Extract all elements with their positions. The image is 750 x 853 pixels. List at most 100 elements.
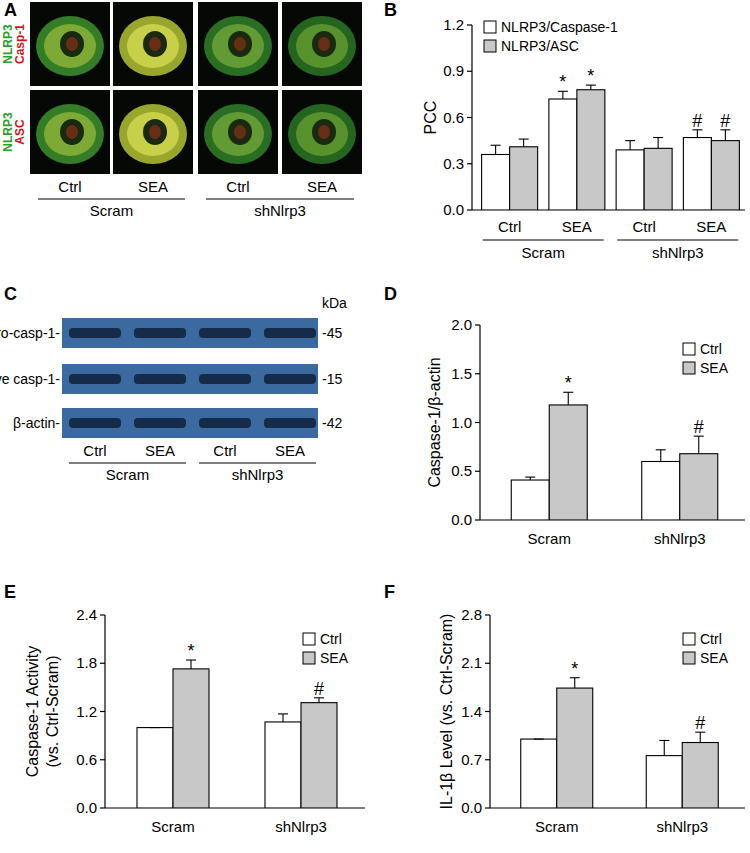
y-tick-label: 0.3 [443,155,464,172]
row-label: Active casp-1- [0,371,60,387]
y-tick [100,807,105,808]
group-label: Scram [106,466,149,483]
group-label: shNlrp3 [652,244,704,261]
x-tick-label: Ctrl [632,218,655,235]
error-bar [534,739,544,740]
y-label: Caspase-1 Activity [24,646,41,778]
cytoplasm [212,24,264,68]
cytoplasm [44,112,96,156]
error-bar [150,727,160,728]
cell [36,16,104,76]
image-bg [113,2,193,86]
micrograph [113,2,193,86]
annotation: # [694,417,704,437]
blot-strip [62,318,318,348]
nucleus-signal [149,37,161,51]
unit-label: kDa [322,295,347,311]
annotation: * [587,66,594,86]
annotation: * [187,641,194,661]
column-label: SEA [138,178,168,195]
y-tick-label: 1.4 [461,703,482,720]
cytoplasm [127,24,179,68]
micrograph [30,2,110,86]
bar [711,141,739,210]
nucleus-signal [318,125,330,139]
y-tick [100,614,105,615]
panel-letter: F [384,582,395,602]
error-bar [558,91,568,99]
annotation: * [559,72,566,92]
nucleus [60,31,84,57]
x-tick-label: Scram [535,818,578,835]
legend-swatch [303,633,315,645]
group-label: shNlrp3 [254,202,306,219]
y-tick-label: 1.5 [451,365,472,382]
error-bar [525,477,535,480]
bars [137,660,337,808]
row-label: ASC [13,119,27,145]
y-tick [467,163,472,164]
image-bg [30,2,110,86]
cell [288,104,356,164]
lane-label: SEA [145,442,175,459]
y-tick [467,117,472,118]
image-bg [198,2,278,86]
x-tick-label: Scram [151,818,194,835]
group-line [38,198,185,199]
group-line [69,462,186,463]
bar [549,405,587,520]
annotation: * [571,659,578,679]
y-tick [475,519,480,520]
panel-letter: A [4,0,17,20]
legend-swatch [484,21,496,33]
error-bar [491,145,501,154]
y-tick [100,711,105,712]
group-label: Scram [522,244,565,261]
y-tick [485,711,490,712]
bar [646,756,682,808]
group-line [206,198,354,199]
y-tick-label: 1.2 [76,703,97,720]
bars [511,392,718,520]
y-tick-label: 0.6 [76,751,97,768]
nucleus [143,119,167,145]
nucleus-signal [149,125,161,139]
bar [680,454,718,520]
image-bg [282,90,362,174]
y-tick-label: 2.8 [461,606,482,623]
y-tick [475,373,480,374]
blot-band [199,374,251,384]
bars [482,85,740,210]
error-bar [653,138,663,149]
x-tick-label: SEA [562,218,592,235]
micrograph [198,2,278,86]
nucleus-signal [234,37,246,51]
blot-band [264,328,316,338]
row-label: β-actin- [13,415,60,431]
error-bar [720,130,730,141]
blot-band [134,418,186,428]
error-bar [278,714,288,722]
y-tick [485,614,490,615]
blot-band [264,374,316,384]
bar [510,147,538,210]
y-tick-label: 0.0 [461,799,482,816]
nucleus [312,119,336,145]
y-tick-label: 2.4 [76,606,97,623]
legend-label: SEA [320,650,349,666]
y-tick [475,471,480,472]
annotation: # [692,111,702,131]
error-bar [563,392,573,405]
y-tick-label: 0.9 [443,62,464,79]
image-bg [30,90,110,174]
annotation: # [695,713,705,733]
y-tick [467,71,472,72]
cell [119,104,187,164]
row-label: Pro-casp-1- [0,325,60,341]
micrograph [30,90,110,174]
size-label: -42 [322,415,342,431]
blot-band [264,418,316,428]
legend-label: Ctrl [700,631,722,647]
column-label: Ctrl [226,178,249,195]
error-bar [570,678,580,688]
